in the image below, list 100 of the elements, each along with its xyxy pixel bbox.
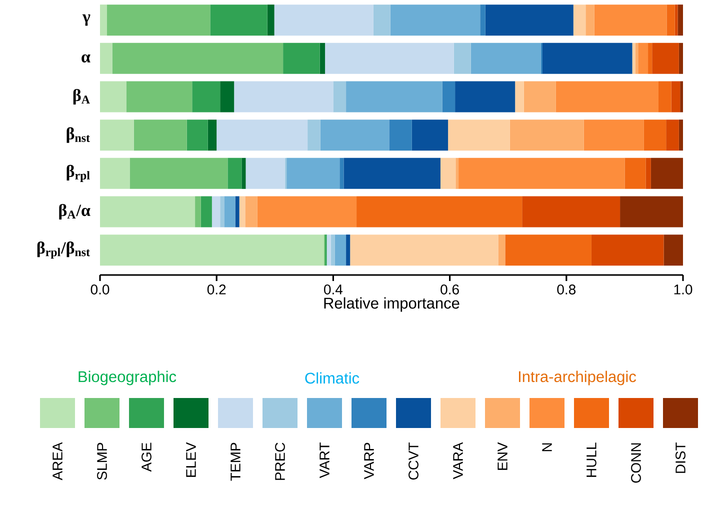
legend-label: SLMP	[97, 442, 107, 480]
bar	[334, 234, 346, 266]
text: Biogeographic	[78, 370, 176, 386]
bar	[208, 120, 217, 151]
y-tick-label: β$_{rpl}$/β$_{nst}$	[37, 242, 90, 259]
bar	[652, 42, 679, 74]
bar	[448, 120, 510, 151]
bar	[594, 4, 667, 36]
legend-label: DIST	[676, 442, 686, 473]
bar	[480, 4, 486, 36]
bar	[666, 4, 675, 36]
text: Climatic	[305, 372, 360, 384]
bar	[624, 158, 646, 189]
bar	[134, 120, 187, 151]
bar	[107, 4, 210, 36]
bar	[456, 158, 459, 189]
bar	[412, 120, 448, 151]
y-tick-label: β$_{rpl}$	[66, 164, 90, 182]
bar	[648, 42, 652, 74]
bar	[130, 158, 228, 189]
bar	[210, 4, 268, 36]
bar	[573, 4, 586, 36]
bar	[522, 196, 620, 228]
bar	[242, 158, 246, 189]
legend-label: AREA	[52, 442, 62, 480]
bar	[112, 42, 284, 74]
bar	[239, 196, 246, 228]
x-tick-label: 0.4	[324, 284, 343, 294]
bar	[671, 81, 680, 112]
bar	[212, 196, 220, 228]
bar	[505, 234, 592, 266]
legend-label: VART	[320, 442, 330, 478]
bar	[320, 42, 326, 74]
bar	[340, 158, 344, 189]
bar	[346, 234, 350, 266]
bar	[100, 81, 126, 112]
bar	[658, 81, 672, 112]
bar	[620, 196, 683, 228]
bar	[100, 4, 108, 36]
bar	[389, 120, 412, 151]
bar	[515, 81, 524, 112]
bar	[220, 81, 234, 112]
bar	[224, 196, 236, 228]
text: Intra-archipelagic	[518, 370, 636, 386]
legend-label: CCVT	[408, 442, 418, 480]
bar	[650, 158, 683, 189]
bar	[510, 120, 584, 151]
bar	[100, 120, 134, 151]
bar	[246, 158, 285, 189]
x-axis-title: Relative importance	[324, 297, 460, 312]
bar	[373, 4, 390, 36]
bar	[442, 81, 456, 112]
legend-label: VARA	[453, 442, 463, 480]
bar	[664, 234, 683, 266]
bar	[680, 81, 683, 112]
y-tick-label: β$_{A}$/α	[59, 204, 90, 220]
bar	[644, 120, 666, 151]
bar	[591, 234, 664, 266]
legend-label: N	[542, 443, 552, 452]
legend-label: CONN	[631, 443, 641, 483]
bar	[100, 42, 112, 74]
bar	[325, 42, 454, 74]
bar	[678, 120, 683, 151]
legend-label: VARP	[364, 442, 374, 480]
bar	[678, 4, 683, 36]
bar	[267, 4, 274, 36]
bar	[646, 158, 651, 189]
bar	[455, 81, 516, 112]
bar	[586, 4, 594, 36]
bar	[274, 4, 374, 36]
bar	[350, 234, 498, 266]
bar	[440, 158, 456, 189]
bar	[635, 42, 638, 74]
bar	[485, 4, 574, 36]
y-tick-label: γ	[82, 14, 90, 26]
bar	[126, 81, 192, 112]
bar	[333, 81, 346, 112]
x-tick-label: 0.6	[440, 284, 459, 294]
bar	[330, 234, 335, 266]
bar	[228, 158, 242, 189]
bar	[346, 81, 442, 112]
bar	[556, 81, 659, 112]
legend-label: ELEV	[186, 442, 196, 477]
x-tick-label: 0.2	[207, 284, 226, 294]
y-tick-label: β$_{A}$	[73, 88, 90, 105]
bar	[100, 196, 196, 228]
bar	[186, 120, 208, 151]
x-tick-label: 1.0	[674, 284, 692, 294]
bar	[638, 42, 648, 74]
bar	[100, 234, 324, 266]
bar	[192, 81, 220, 112]
legend-label: TEMP	[230, 442, 240, 481]
bar	[308, 120, 320, 151]
bar	[320, 120, 390, 151]
bar	[470, 42, 541, 74]
bar	[286, 158, 340, 189]
bar	[234, 81, 334, 112]
bar	[326, 234, 331, 266]
bar	[257, 196, 357, 228]
bar	[356, 196, 522, 228]
